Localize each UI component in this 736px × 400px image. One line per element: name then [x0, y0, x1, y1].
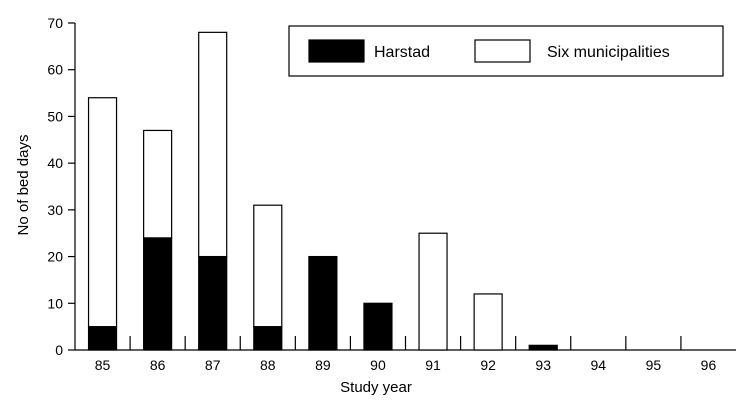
x-tick-label: 95 [646, 357, 662, 373]
bar-harstad-90 [363, 302, 393, 351]
bar-six-municipalities-86 [143, 129, 173, 239]
y-tick-label: 30 [47, 202, 63, 218]
y-axis-title: No of bed days [15, 135, 32, 236]
x-tick-label: 93 [535, 357, 551, 373]
y-tick-label: 50 [47, 108, 63, 124]
y-tick-label: 70 [47, 15, 63, 31]
legend: Harstad Six municipalities [288, 25, 724, 77]
x-tick-label: 91 [425, 357, 441, 373]
x-axis: 85 86 87 88 89 90 91 92 93 94 95 96 [75, 336, 736, 373]
x-tick-label: 96 [701, 357, 717, 373]
y-tick-label: 60 [47, 62, 63, 78]
bar-six-municipalities-91 [418, 232, 448, 351]
bar-six-municipalities-87 [198, 31, 228, 258]
y-tick-label: 10 [47, 295, 63, 311]
x-tick-label: 94 [591, 357, 607, 373]
x-tick-label: 86 [150, 357, 166, 373]
y-tick-label: 0 [55, 342, 63, 358]
legend-swatch-harstad [308, 39, 365, 63]
bar-harstad-86 [143, 237, 173, 351]
legend-label-six-municipalities: Six municipalities [547, 44, 670, 61]
x-axis-title: Study year [340, 379, 412, 396]
bar-six-municipalities-85 [87, 97, 118, 328]
x-tick-label: 89 [315, 357, 331, 373]
x-tick-label: 85 [95, 357, 111, 373]
bar-harstad-85 [87, 326, 118, 351]
x-tick-label: 88 [260, 357, 276, 373]
x-tick-label: 90 [370, 357, 386, 373]
legend-swatch-six-municipalities [474, 39, 531, 63]
bar-harstad-87 [198, 255, 228, 351]
bars [87, 31, 558, 351]
bar-harstad-89 [308, 255, 338, 351]
x-tick-label: 87 [205, 357, 221, 373]
legend-label-harstad: Harstad [374, 44, 430, 61]
y-tick-label: 20 [47, 249, 63, 265]
bar-six-municipalities-88 [253, 204, 283, 328]
y-tick-label: 40 [47, 155, 63, 171]
y-axis: 0 10 20 30 40 50 60 70 [47, 15, 76, 358]
x-tick-label: 92 [480, 357, 496, 373]
bar-harstad-88 [253, 326, 283, 351]
bar-six-municipalities-92 [473, 293, 503, 351]
bar-harstad-93 [528, 344, 558, 351]
